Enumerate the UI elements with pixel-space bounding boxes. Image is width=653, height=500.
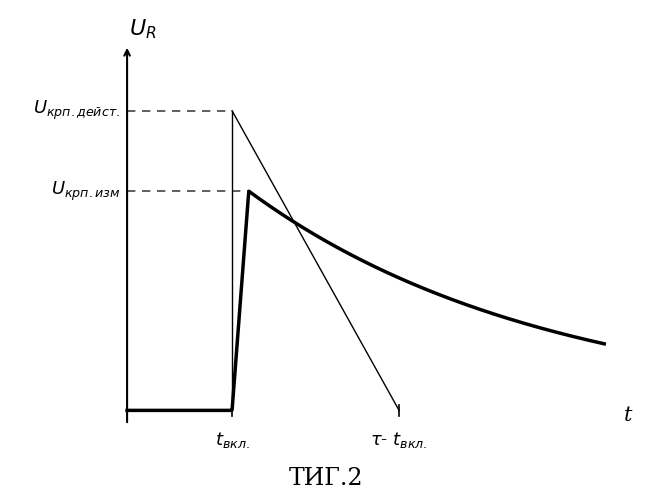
Text: $\tau$- $t_{вкл.}$: $\tau$- $t_{вкл.}$: [370, 430, 428, 450]
Text: $U_{крп.изм}$: $U_{крп.изм}$: [50, 180, 120, 203]
Text: $U_{крп.дейст.}$: $U_{крп.дейст.}$: [33, 99, 120, 122]
Text: t: t: [624, 406, 631, 426]
Text: $U_R$: $U_R$: [129, 18, 157, 42]
Text: $t_{вкл.}$: $t_{вкл.}$: [215, 430, 249, 450]
Text: ΤИГ.2: ΤИГ.2: [289, 467, 364, 490]
